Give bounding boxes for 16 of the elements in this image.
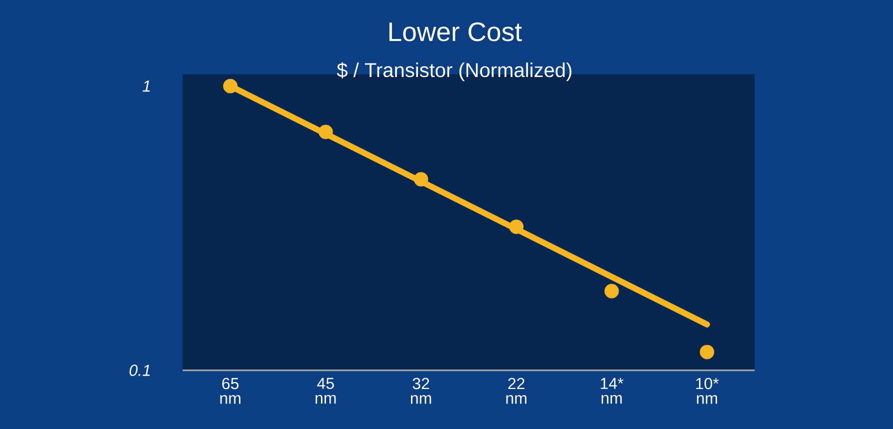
x-tick-label: 45 nm <box>316 378 336 404</box>
x-tick-label: 14* nm <box>600 378 624 404</box>
x-tick-label: 22 nm <box>506 378 526 404</box>
point <box>700 344 714 360</box>
y-tick-label: 1 <box>142 80 150 92</box>
point <box>604 284 619 298</box>
x-tick-label: 65 nm <box>220 378 240 404</box>
x-tick-label: 10* nm <box>696 378 719 404</box>
point <box>509 220 524 234</box>
x-tick-label: 32 nm <box>410 378 432 404</box>
y-tick-label: 0.1 <box>130 364 150 376</box>
chart-title: Lower Cost <box>389 22 522 42</box>
point <box>223 78 238 94</box>
chart-subtitle: $ / Transistor (Normalized) <box>336 62 572 82</box>
point <box>318 124 333 140</box>
point <box>414 172 428 186</box>
